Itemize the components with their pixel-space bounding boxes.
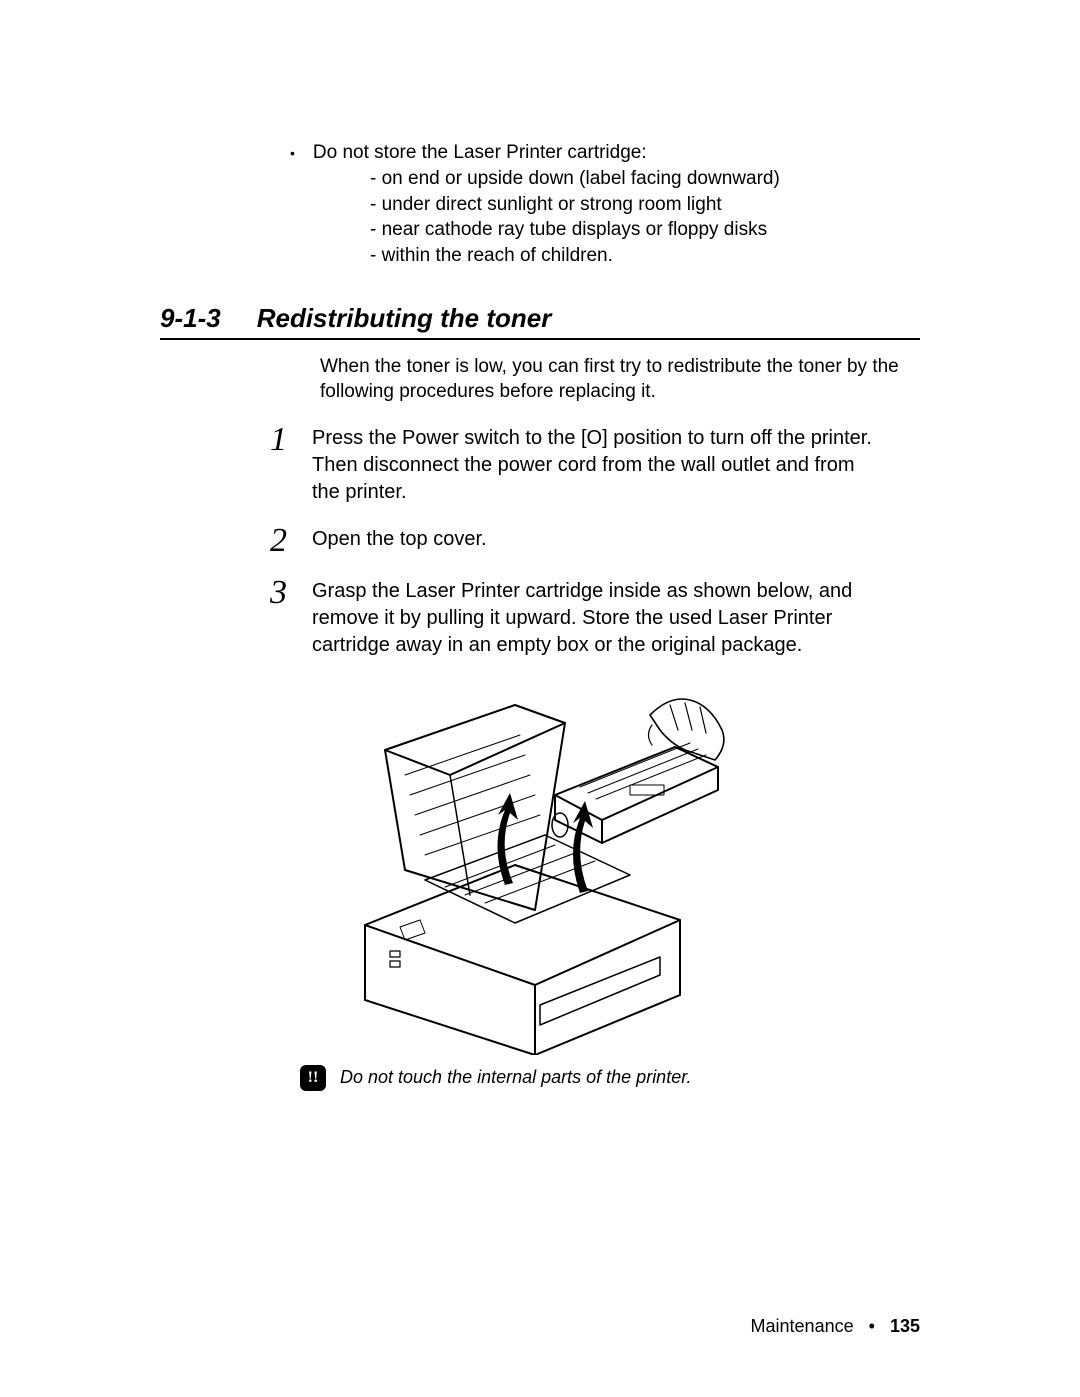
manual-page: • Do not store the Laser Printer cartrid… bbox=[0, 0, 1080, 1397]
bullet-lead-text: Do not store the Laser Printer cartridge… bbox=[313, 140, 647, 166]
step-number: 1 bbox=[270, 423, 296, 457]
footer-sep: • bbox=[869, 1316, 875, 1336]
step-3: 3 Grasp the Laser Printer cartridge insi… bbox=[270, 576, 920, 659]
printer-cartridge-figure bbox=[330, 675, 750, 1055]
caution-text: Do not touch the internal parts of the p… bbox=[340, 1067, 692, 1088]
step-2: 2 Open the top cover. bbox=[270, 524, 920, 558]
sub-line: - under direct sunlight or strong room l… bbox=[370, 192, 920, 218]
sub-line: - within the reach of children. bbox=[370, 243, 920, 269]
bullet-sublines: - on end or upside down (label facing do… bbox=[370, 166, 920, 269]
step-text: Grasp the Laser Printer cartridge inside… bbox=[312, 576, 872, 659]
footer-chapter: Maintenance bbox=[751, 1316, 854, 1336]
caution-row: !! Do not touch the internal parts of th… bbox=[300, 1065, 920, 1091]
sub-line: - on end or upside down (label facing do… bbox=[370, 166, 920, 192]
bullet-dot: • bbox=[290, 140, 295, 166]
section-intro: When the toner is low, you can first try… bbox=[320, 354, 920, 405]
footer-page-number: 135 bbox=[890, 1316, 920, 1336]
bullet-line: • Do not store the Laser Printer cartrid… bbox=[290, 140, 920, 166]
section-title: Redistributing the toner bbox=[257, 303, 552, 334]
sub-line: - near cathode ray tube displays or flop… bbox=[370, 217, 920, 243]
step-1: 1 Press the Power switch to the [O] posi… bbox=[270, 423, 920, 506]
step-text: Open the top cover. bbox=[312, 524, 487, 553]
step-number: 2 bbox=[270, 524, 296, 558]
caution-icon: !! bbox=[300, 1065, 326, 1091]
section-heading: 9-1-3 Redistributing the toner bbox=[160, 303, 920, 340]
section-number: 9-1-3 bbox=[160, 303, 221, 334]
page-footer: Maintenance • 135 bbox=[751, 1316, 920, 1337]
step-number: 3 bbox=[270, 576, 296, 610]
storage-warning-block: • Do not store the Laser Printer cartrid… bbox=[290, 140, 920, 269]
step-text: Press the Power switch to the [O] positi… bbox=[312, 423, 872, 506]
